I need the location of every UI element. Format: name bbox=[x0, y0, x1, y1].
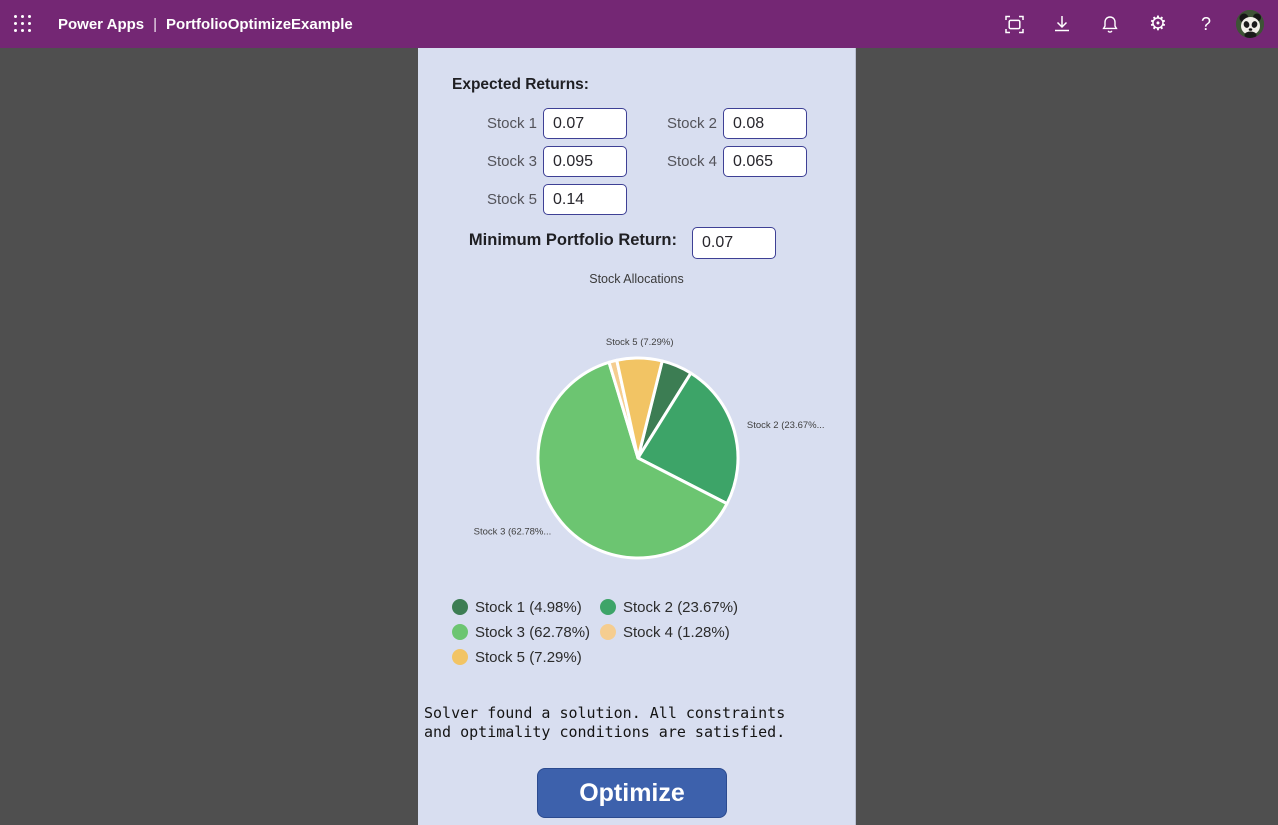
legend-color-dot-3 bbox=[452, 624, 468, 640]
pie-slice-stock-5[interactable] bbox=[615, 356, 664, 460]
stock-label-3: Stock 3 bbox=[486, 153, 537, 170]
waffle-menu-icon[interactable] bbox=[0, 0, 46, 48]
waffle-grid bbox=[13, 14, 33, 34]
settings-gear-icon[interactable]: ⚙ bbox=[1134, 0, 1182, 48]
expected-returns-heading: Expected Returns: bbox=[452, 76, 589, 93]
min-return-input[interactable] bbox=[692, 227, 776, 259]
fit-to-screen-icon[interactable] bbox=[990, 0, 1038, 48]
app-name-label: PortfolioOptimizeExample bbox=[166, 15, 353, 33]
legend-label-2: Stock 2 (23.67%) bbox=[623, 598, 739, 616]
stock-return-input-4[interactable] bbox=[723, 146, 807, 177]
pie-chart-title: Stock Allocations bbox=[589, 272, 684, 286]
account-avatar[interactable] bbox=[1236, 10, 1264, 38]
legend-label-4: Stock 4 (1.28%) bbox=[623, 623, 730, 641]
legend-color-dot-5 bbox=[452, 649, 468, 665]
stock-label-2: Stock 2 bbox=[666, 115, 717, 132]
stock-allocations-pie-chart: Stock 2 (23.67%... Stock 3 (62.78%... Stoc… bbox=[474, 337, 825, 560]
min-return-label: Minimum Portfolio Return: bbox=[468, 231, 677, 249]
stock-return-input-1[interactable] bbox=[543, 108, 627, 139]
app-canvas: Expected Returns: Stock 1 Stock 2 Stock 3 S… bbox=[418, 48, 856, 825]
legend-item-4: Stock 4 (1.28%) bbox=[600, 623, 738, 641]
pie-chart-legend: Stock 1 (4.98%) Stock 2 (23.67%) Stock 3 (… bbox=[452, 598, 739, 666]
app-header: Power Apps | PortfolioOptimizeExample ⚙ bbox=[0, 0, 1278, 48]
brand-label[interactable]: Power Apps bbox=[58, 15, 145, 33]
help-glyph: ? bbox=[1200, 13, 1211, 34]
help-icon[interactable]: ? bbox=[1182, 0, 1230, 48]
legend-color-dot-2 bbox=[600, 599, 616, 615]
stock-return-input-2[interactable] bbox=[723, 108, 807, 139]
stock-label-5: Stock 5 bbox=[486, 191, 537, 208]
legend-label-1: Stock 1 (4.98%) bbox=[475, 598, 582, 616]
pie-slice-stock-2[interactable] bbox=[636, 371, 740, 506]
stock-label-1: Stock 1 bbox=[486, 115, 537, 132]
optimize-button[interactable]: Optimize bbox=[537, 768, 727, 818]
app-title: Power Apps | PortfolioOptimizeExample bbox=[58, 16, 353, 33]
solver-status-message: Solver found a solution. All constraints… bbox=[424, 704, 786, 741]
legend-color-dot-1 bbox=[452, 599, 468, 615]
legend-item-1: Stock 1 (4.98%) bbox=[452, 598, 600, 616]
title-separator: | bbox=[153, 15, 158, 33]
stock-label-4: Stock 4 bbox=[666, 153, 717, 170]
legend-item-2: Stock 2 (23.67%) bbox=[600, 598, 739, 616]
pie-label-stock-2: Stock 2 (23.67%... bbox=[747, 420, 825, 431]
stock-return-input-3[interactable] bbox=[543, 146, 627, 177]
header-actions: ⚙ ? bbox=[990, 0, 1278, 48]
legend-label-3: Stock 3 (62.78%) bbox=[475, 623, 591, 641]
legend-item-3: Stock 3 (62.78%) bbox=[452, 623, 600, 641]
notifications-bell-icon[interactable] bbox=[1086, 0, 1134, 48]
legend-color-dot-4 bbox=[600, 624, 616, 640]
pie-label-stock-5: Stock 5 (7.29%) bbox=[606, 337, 674, 348]
gear-glyph: ⚙ bbox=[1149, 13, 1167, 35]
legend-label-5: Stock 5 (7.29%) bbox=[475, 648, 582, 666]
pie-label-stock-3: Stock 3 (62.78%... bbox=[474, 526, 552, 537]
stock-return-input-5[interactable] bbox=[543, 184, 627, 215]
legend-item-5: Stock 5 (7.29%) bbox=[452, 648, 600, 666]
download-icon[interactable] bbox=[1038, 0, 1086, 48]
pie-slice-stock-3[interactable] bbox=[536, 360, 729, 560]
